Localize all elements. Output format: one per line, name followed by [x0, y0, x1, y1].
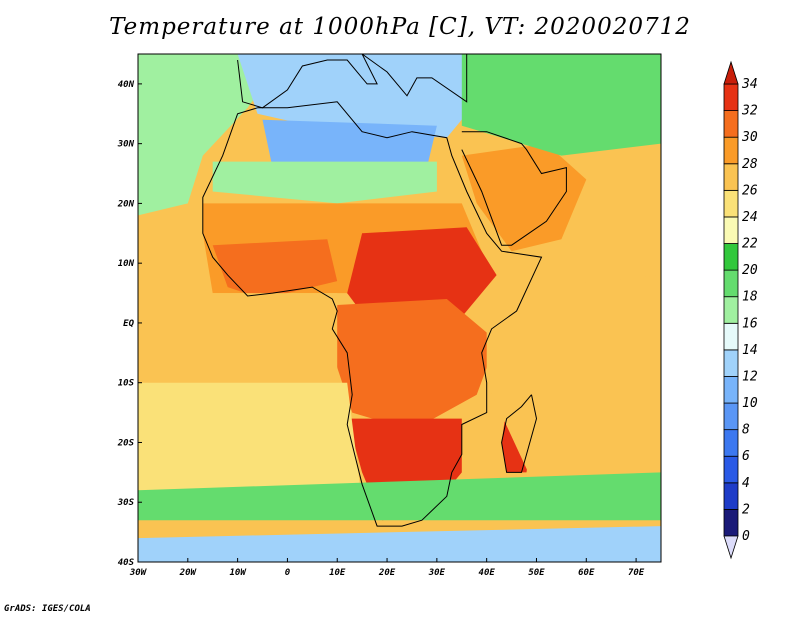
lon-tick-label: 20W: [179, 568, 198, 578]
colorbar-swatch: [723, 243, 739, 271]
temperature-region-15: [138, 472, 661, 521]
temperature-region-12: [138, 293, 338, 383]
madagascar-coastline: [501, 394, 538, 473]
colorbar-swatch: [723, 296, 739, 324]
colorbar-swatch: [723, 83, 739, 111]
lon-tick-label: 40E: [479, 568, 496, 578]
temperature-region-14: [486, 275, 661, 491]
lon-tick-label: 50E: [528, 568, 545, 578]
colorbar-level-label: 16: [742, 316, 758, 331]
arabia-coastline: [461, 131, 567, 246]
temperature-region-9: [332, 299, 497, 431]
lat-tick-label: 20N: [117, 199, 135, 209]
temperature-region-1: [237, 54, 487, 138]
colorbar-swatch: [723, 429, 739, 457]
colorbar-level-label: 28: [742, 157, 758, 172]
lat-tick-label: EQ: [123, 319, 134, 329]
colorbar-level-label: 34: [741, 77, 758, 92]
colorbar-swatch: [723, 349, 739, 377]
africa-coastline: [202, 101, 543, 527]
lat-tick-label: 30N: [117, 140, 135, 150]
colorbar-swatch: [723, 482, 739, 510]
map-frame: [137, 53, 662, 563]
colorbar-swatch: [723, 136, 739, 165]
temperature-region-5: [461, 54, 661, 156]
colorbar-level-label: 26: [742, 183, 758, 198]
colorbar-level-label: 14: [742, 343, 758, 358]
colorbar-swatch: [723, 402, 739, 431]
page-title: Temperature at 1000hPa [C], VT: 20200207…: [109, 14, 691, 40]
colorbar-level-label: 20: [742, 263, 758, 278]
lon-tick-label: 30W: [129, 568, 148, 578]
lon-tick-label: 10E: [329, 568, 346, 578]
colorbar-swatch: [723, 269, 739, 298]
lat-tick-label: 40S: [118, 558, 135, 568]
lon-tick-label: 70E: [628, 568, 645, 578]
colorbar-level-label: 10: [742, 396, 758, 411]
temperature-region-13: [138, 382, 363, 503]
temperature-fill-layer: [138, 54, 661, 562]
colorbar-level-label: 0: [742, 529, 750, 544]
lon-tick-label: 10W: [229, 568, 247, 578]
lat-tick-label: 20S: [117, 438, 135, 448]
colorbar-level-label: 32: [741, 104, 758, 119]
colorbar-swatch: [723, 455, 739, 484]
colorbar-swatch: [723, 163, 739, 191]
colorbar-under-arrow: [723, 535, 739, 560]
colorbar-level-label: 18: [742, 290, 758, 305]
colorbar-swatch: [723, 216, 739, 244]
axis-layer: 30W 20W 10W 0 10E 20E 30E 40E 50E 60E 70E 40N 30N 20N…: [117, 80, 645, 578]
lon-tick-label: 0: [285, 568, 291, 578]
colorbar-swatch: [723, 509, 739, 537]
lon-tick-label: 30E: [428, 568, 446, 578]
colorbar-level-label: 6: [742, 449, 750, 464]
credit-text: GrADS: IGES/COLA: [4, 604, 91, 614]
colorbar-swatch: [723, 110, 739, 138]
europe-coastline: [237, 54, 468, 109]
colorbar-level-label: 2: [742, 502, 750, 517]
temperature-region-3: [212, 161, 437, 204]
boundary-lines-layer: [202, 54, 567, 527]
colorbar-level-label: 30: [741, 130, 758, 145]
colorbar-level-label: 8: [742, 423, 750, 438]
colorbar-over-arrow: [723, 60, 739, 85]
colorbar-swatch: [723, 322, 739, 351]
temperature-region-0: [138, 54, 288, 216]
colorbar-swatch: [723, 376, 739, 404]
temperature-region-7: [212, 239, 338, 299]
colorbar-level-label: 12: [742, 369, 758, 384]
colorbar-level-label: 24: [742, 210, 758, 225]
lon-tick-label: 60E: [578, 568, 595, 578]
lat-tick-label: 30S: [117, 498, 135, 508]
colorbar-level-label: 4: [742, 476, 750, 491]
lat-tick-label: 10S: [118, 379, 135, 389]
temperature-region-16: [138, 526, 661, 562]
lat-tick-label: 10N: [118, 259, 135, 269]
lat-tick-label: 40N: [118, 80, 135, 90]
colorbar-level-label: 22: [742, 237, 758, 252]
lon-tick-label: 20E: [378, 568, 396, 578]
colorbar-swatch: [723, 189, 739, 218]
